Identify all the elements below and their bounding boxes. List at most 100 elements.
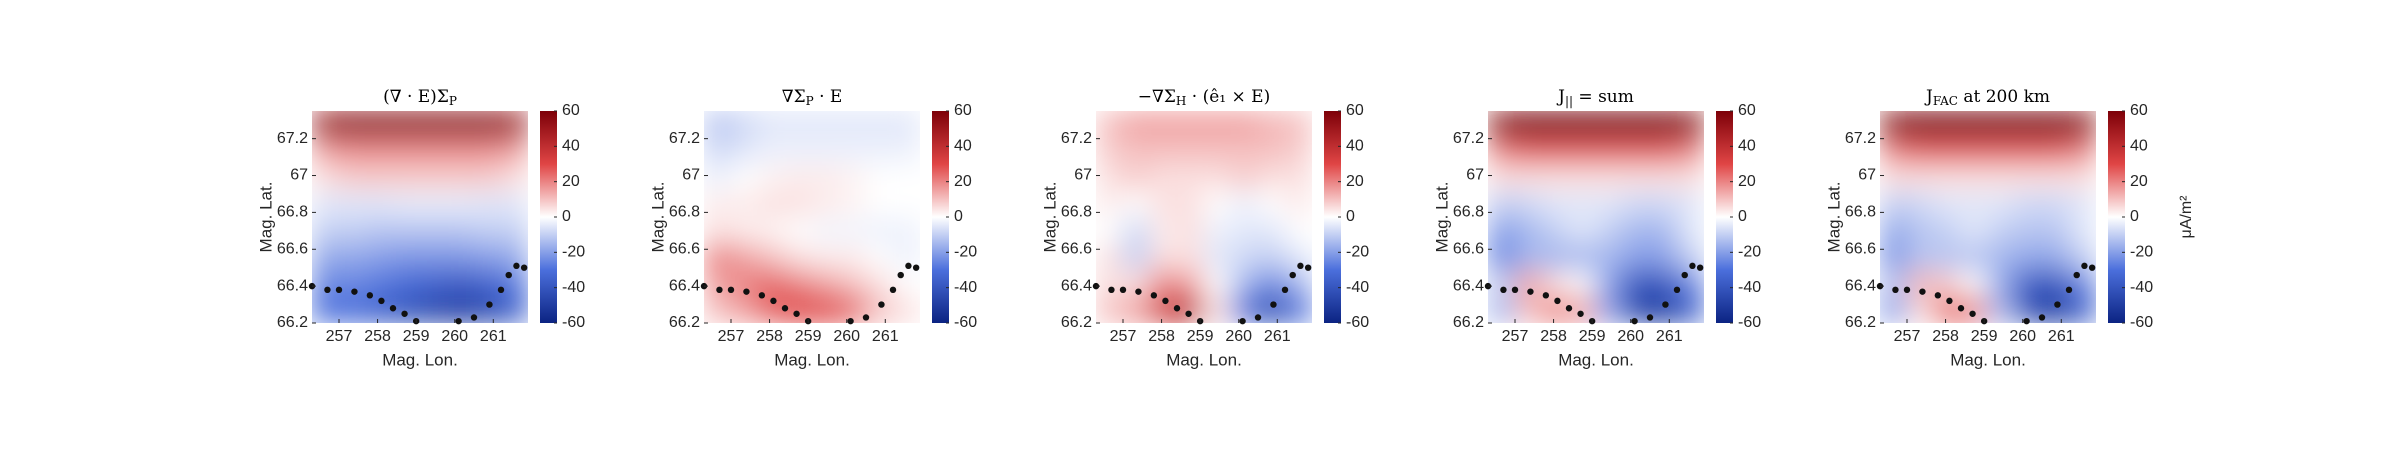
colorbar-tick-label: 0: [954, 208, 963, 225]
heat-cell: [1568, 216, 1597, 245]
colorbar: [1324, 111, 1341, 323]
heat-cell: [892, 269, 920, 297]
heat-cell: [1096, 111, 1124, 139]
heat-cell: [1676, 137, 1704, 165]
heat-cell: [1230, 243, 1259, 271]
x-tick-label: 261: [872, 328, 899, 345]
heat-cell: [1514, 111, 1543, 139]
heat-cell: [1176, 189, 1205, 218]
boundary-dot: [1150, 292, 1158, 299]
x-tick-label: 257: [1502, 328, 1529, 345]
heat-cell: [2068, 189, 2096, 218]
title-tail: at 200 km: [1958, 87, 2050, 107]
heat-cell: [2068, 269, 2096, 297]
heat-cell: [1488, 295, 1516, 323]
colorbar: [2108, 111, 2125, 323]
heat-cell: [811, 111, 840, 139]
y-tick-label: 67.2: [1453, 130, 1484, 147]
boundary-dot: [1696, 264, 1704, 271]
colorbar-tick-label: 20: [562, 173, 580, 190]
boundary-dot: [470, 314, 478, 321]
chart-title: ∇ΣP · E: [782, 87, 843, 108]
heat-cell: [2014, 295, 2043, 323]
heat-cell: [500, 163, 528, 191]
heat-cell: [419, 216, 448, 245]
heat-cell: [312, 216, 340, 245]
y-axis-label: Mag. Lat.: [1824, 182, 1843, 253]
heat-cell: [1568, 111, 1597, 139]
boundary-dot: [1681, 271, 1688, 279]
heat-cell: [1284, 111, 1312, 139]
boundary-dot: [1173, 305, 1181, 312]
heat-cell: [1987, 243, 2016, 271]
heat-cell: [1622, 295, 1651, 323]
y-axis-label: Mag. Lat.: [648, 182, 667, 253]
heat-cell: [2068, 216, 2096, 245]
heat-cell: [1488, 163, 1516, 191]
heat-cell: [1880, 243, 1908, 271]
heat-cell: [1203, 269, 1232, 297]
heat-cell: [1649, 243, 1678, 271]
colorbar: [932, 111, 949, 323]
boundary-dot: [1646, 314, 1654, 321]
colorbar-tick-label: -40: [1738, 279, 1761, 296]
colorbar-tick-label: -60: [954, 314, 977, 331]
heat-cell: [2041, 137, 2070, 165]
heat-cell: [446, 243, 475, 271]
x-tick-label: 259: [1579, 328, 1606, 345]
boundary-dot: [1662, 301, 1669, 308]
heat-cell: [419, 111, 448, 139]
chart-title: JFAC at 200 km: [1924, 87, 2050, 108]
heat-cell: [1541, 189, 1570, 218]
heat-cell: [1622, 269, 1651, 297]
heat-cell: [1649, 269, 1678, 297]
heat-cell: [730, 137, 759, 165]
boundary-dot: [1135, 288, 1142, 295]
heat-cell: [473, 163, 502, 191]
heat-cell: [1622, 243, 1651, 271]
boundary-dot: [1946, 297, 1953, 305]
colorbar-tick-label: 20: [2130, 173, 2148, 190]
x-tick-label: 258: [1540, 328, 1567, 345]
heat-cell: [757, 137, 786, 165]
x-tick-label: 257: [718, 328, 745, 345]
heat-cell: [473, 269, 502, 297]
heat-cell: [1906, 243, 1935, 271]
colorbar-tick-label: -60: [1346, 314, 1369, 331]
boundary-dot: [1270, 301, 1277, 308]
colorbar-tick-label: -40: [2130, 279, 2153, 296]
y-tick-label: 66.2: [1453, 314, 1484, 331]
boundary-dot: [1934, 292, 1942, 299]
heat-cell: [730, 216, 759, 245]
heat-cell: [892, 163, 920, 191]
heat-cell: [784, 269, 813, 297]
heat-cell: [1096, 295, 1124, 323]
heat-cell: [1122, 163, 1151, 191]
heat-cell: [500, 111, 528, 139]
heat-cell: [1203, 189, 1232, 218]
heat-cell: [419, 163, 448, 191]
heat-cell: [1906, 189, 1935, 218]
heat-cell: [1649, 137, 1678, 165]
y-axis-label: Mag. Lat.: [1040, 182, 1059, 253]
heat-cell: [838, 243, 867, 271]
colorbar-tick-label: -40: [1346, 279, 1369, 296]
heat-cell: [1960, 216, 1989, 245]
heat-cell: [1488, 111, 1516, 139]
heat-cell: [1488, 137, 1516, 165]
heat-cell: [365, 189, 394, 218]
heat-cell: [1096, 216, 1124, 245]
heat-cell: [838, 216, 867, 245]
boundary-dot: [505, 271, 512, 279]
heat-cell: [1622, 111, 1651, 139]
x-tick-label: 259: [1187, 328, 1214, 345]
heat-cell: [419, 137, 448, 165]
boundary-dot: [1108, 286, 1115, 294]
heat-cell: [1906, 137, 1935, 165]
heat-cell: [730, 243, 759, 271]
y-tick-label: 67.2: [277, 130, 308, 147]
y-tick-label: 66.2: [1845, 314, 1876, 331]
y-tick-label: 67.2: [1845, 130, 1876, 147]
heat-cell: [784, 243, 813, 271]
